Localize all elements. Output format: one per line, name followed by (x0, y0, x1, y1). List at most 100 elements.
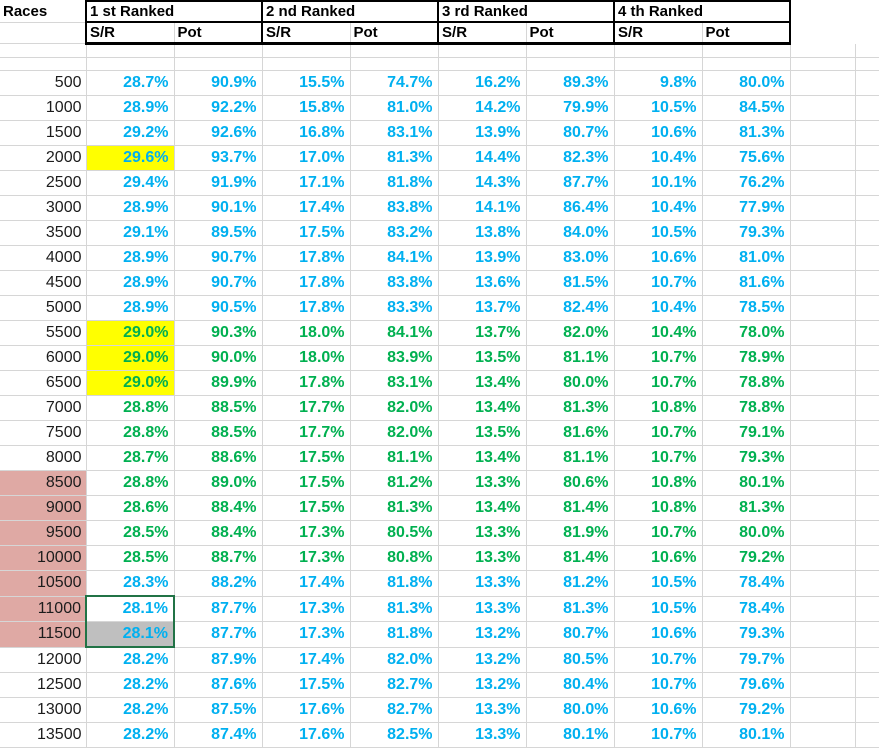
empty-cell[interactable] (438, 57, 527, 71)
value-cell[interactable]: 13.4% (438, 445, 527, 471)
empty-cell[interactable] (855, 345, 879, 371)
value-cell[interactable]: 17.8% (262, 270, 351, 296)
value-cell[interactable]: 13.4% (438, 495, 527, 521)
empty-cell[interactable] (790, 621, 856, 648)
empty-cell[interactable] (262, 43, 351, 58)
value-cell[interactable]: 81.2% (526, 570, 615, 597)
empty-cell[interactable] (855, 495, 879, 521)
empty-cell[interactable] (790, 470, 856, 496)
value-cell[interactable]: 86.4% (526, 195, 615, 221)
empty-cell[interactable] (86, 57, 175, 71)
value-cell[interactable]: 80.0% (526, 370, 615, 396)
value-cell[interactable]: 75.6% (702, 145, 791, 171)
value-cell[interactable]: 13.9% (438, 120, 527, 146)
value-cell[interactable]: 87.7% (174, 621, 263, 648)
empty-cell[interactable] (855, 470, 879, 496)
value-cell[interactable]: 80.5% (526, 647, 615, 673)
empty-cell[interactable] (790, 170, 856, 196)
value-cell[interactable]: 17.5% (262, 470, 351, 496)
value-cell[interactable]: 13.4% (438, 395, 527, 421)
value-cell[interactable]: 89.0% (174, 470, 263, 496)
value-cell[interactable]: 83.1% (350, 370, 439, 396)
races-cell[interactable]: 13000 (0, 697, 87, 723)
value-cell[interactable]: 28.2% (86, 722, 175, 748)
value-cell[interactable]: 13.2% (438, 672, 527, 698)
highlighted-cell[interactable]: 29.0% (86, 345, 175, 371)
value-cell[interactable]: 28.7% (86, 70, 175, 96)
subheader-pot-cell[interactable]: Pot (526, 22, 615, 45)
empty-cell[interactable] (790, 395, 856, 421)
empty-cell[interactable] (174, 57, 263, 71)
empty-cell[interactable] (790, 145, 856, 171)
value-cell[interactable]: 10.7% (614, 420, 703, 446)
value-cell[interactable]: 77.9% (702, 195, 791, 221)
value-cell[interactable]: 88.4% (174, 520, 263, 546)
value-cell[interactable]: 81.3% (350, 495, 439, 521)
value-cell[interactable]: 28.2% (86, 672, 175, 698)
value-cell[interactable]: 90.7% (174, 270, 263, 296)
empty-cell[interactable] (702, 57, 791, 71)
value-cell[interactable]: 79.7% (702, 647, 791, 673)
value-cell[interactable]: 10.6% (614, 120, 703, 146)
value-cell[interactable]: 28.9% (86, 195, 175, 221)
empty-cell[interactable] (855, 145, 879, 171)
value-cell[interactable]: 28.9% (86, 95, 175, 121)
empty-cell[interactable] (790, 370, 856, 396)
value-cell[interactable]: 79.2% (702, 545, 791, 571)
empty-cell[interactable] (438, 43, 527, 58)
empty-cell[interactable] (855, 420, 879, 446)
value-cell[interactable]: 18.0% (262, 345, 351, 371)
value-cell[interactable]: 17.7% (262, 420, 351, 446)
empty-cell[interactable] (855, 120, 879, 146)
value-cell[interactable]: 17.5% (262, 445, 351, 471)
races-cell[interactable]: 500 (0, 70, 87, 96)
value-cell[interactable]: 13.3% (438, 722, 527, 748)
empty-cell[interactable] (855, 621, 879, 648)
races-cell[interactable]: 8000 (0, 445, 87, 471)
value-cell[interactable]: 10.5% (614, 95, 703, 121)
value-cell[interactable]: 80.6% (526, 470, 615, 496)
empty-cell[interactable] (614, 57, 703, 71)
value-cell[interactable]: 80.1% (702, 470, 791, 496)
value-cell[interactable]: 83.8% (350, 270, 439, 296)
value-cell[interactable]: 87.6% (174, 672, 263, 698)
value-cell[interactable]: 10.7% (614, 672, 703, 698)
empty-cell[interactable] (855, 95, 879, 121)
races-cell[interactable]: 11500 (0, 621, 87, 648)
value-cell[interactable]: 14.4% (438, 145, 527, 171)
races-cell[interactable]: 6000 (0, 345, 87, 371)
group-header-cell[interactable]: 4 th Ranked (613, 0, 792, 23)
value-cell[interactable]: 13.9% (438, 245, 527, 271)
empty-cell[interactable] (526, 57, 615, 71)
value-cell[interactable]: 17.4% (262, 195, 351, 221)
value-cell[interactable]: 13.3% (438, 596, 527, 622)
empty-cell[interactable] (790, 495, 856, 521)
selected-cell-active[interactable]: 28.1% (85, 595, 175, 622)
empty-cell[interactable] (790, 295, 856, 321)
value-cell[interactable]: 17.7% (262, 395, 351, 421)
value-cell[interactable]: 88.6% (174, 445, 263, 471)
value-cell[interactable]: 13.2% (438, 621, 527, 648)
value-cell[interactable]: 82.0% (350, 420, 439, 446)
races-cell[interactable]: 1000 (0, 95, 87, 121)
value-cell[interactable]: 87.4% (174, 722, 263, 748)
value-cell[interactable]: 84.1% (350, 245, 439, 271)
value-cell[interactable]: 90.7% (174, 245, 263, 271)
value-cell[interactable]: 78.8% (702, 370, 791, 396)
races-cell[interactable]: 7500 (0, 420, 87, 446)
empty-cell[interactable] (855, 57, 879, 71)
subheader-pot-cell[interactable]: Pot (702, 22, 792, 45)
value-cell[interactable]: 82.7% (350, 672, 439, 698)
empty-cell[interactable] (0, 57, 87, 71)
value-cell[interactable]: 74.7% (350, 70, 439, 96)
value-cell[interactable]: 83.9% (350, 345, 439, 371)
value-cell[interactable]: 10.7% (614, 647, 703, 673)
empty-cell[interactable] (790, 195, 856, 221)
empty-cell[interactable] (790, 270, 856, 296)
value-cell[interactable]: 88.5% (174, 395, 263, 421)
empty-cell[interactable] (614, 43, 703, 58)
value-cell[interactable]: 18.0% (262, 320, 351, 346)
value-cell[interactable]: 13.3% (438, 697, 527, 723)
empty-cell[interactable] (0, 22, 87, 44)
value-cell[interactable]: 81.8% (350, 621, 439, 648)
